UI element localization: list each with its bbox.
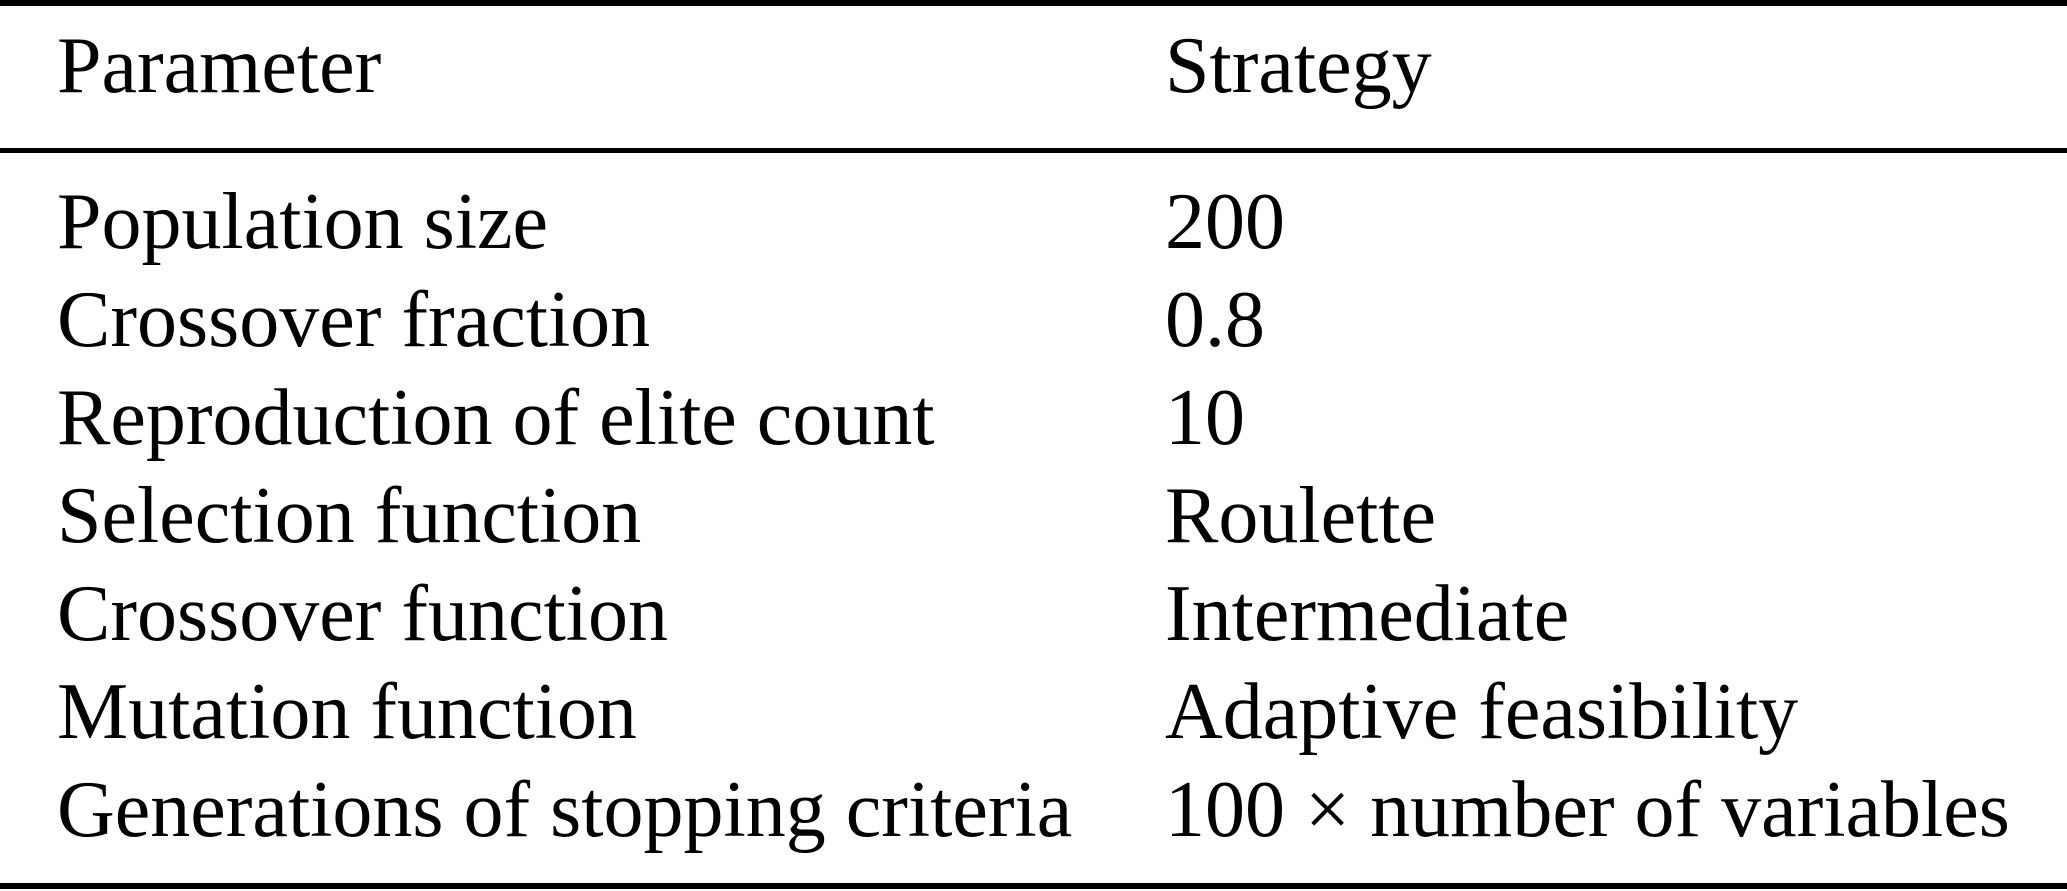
strategy-cell: 0.8 <box>1165 276 1265 364</box>
parameter-cell: Selection function <box>57 472 642 560</box>
table-row: Mutation function Adaptive feasibility <box>0 663 2067 761</box>
parameter-cell: Population size <box>57 178 549 266</box>
parameter-cell: Reproduction of elite count <box>57 374 935 462</box>
table-header-rule <box>0 148 2067 153</box>
strategy-cell: Intermediate <box>1165 570 1570 658</box>
table-bottom-rule <box>0 883 2067 889</box>
strategy-cell: Adaptive feasibility <box>1165 668 1799 756</box>
parameter-cell: Crossover function <box>57 570 669 658</box>
table-row: Population size 200 <box>0 173 2067 271</box>
strategy-cell: 10 <box>1165 374 1245 462</box>
table-top-rule <box>0 0 2067 6</box>
parameter-cell: Generations of stopping criteria <box>57 766 1073 854</box>
parameter-cell: Mutation function <box>57 668 637 756</box>
table-row: Crossover function Intermediate <box>0 565 2067 663</box>
strategy-cell: Roulette <box>1165 472 1437 560</box>
table-row: Selection function Roulette <box>0 467 2067 565</box>
parameter-cell: Crossover fraction <box>57 276 651 364</box>
strategy-cell: 100 × number of variables <box>1165 766 2010 854</box>
table-row: Crossover fraction 0.8 <box>0 271 2067 369</box>
column-header-parameter: Parameter <box>57 22 382 110</box>
strategy-cell: 200 <box>1165 178 1285 266</box>
table-body: Population size 200 Crossover fraction 0… <box>0 153 2067 859</box>
table-header-row: Parameter Strategy <box>0 6 2067 148</box>
table-row: Reproduction of elite count 10 <box>0 369 2067 467</box>
column-header-strategy: Strategy <box>1165 22 1432 110</box>
table-row: Generations of stopping criteria 100 × n… <box>0 761 2067 859</box>
